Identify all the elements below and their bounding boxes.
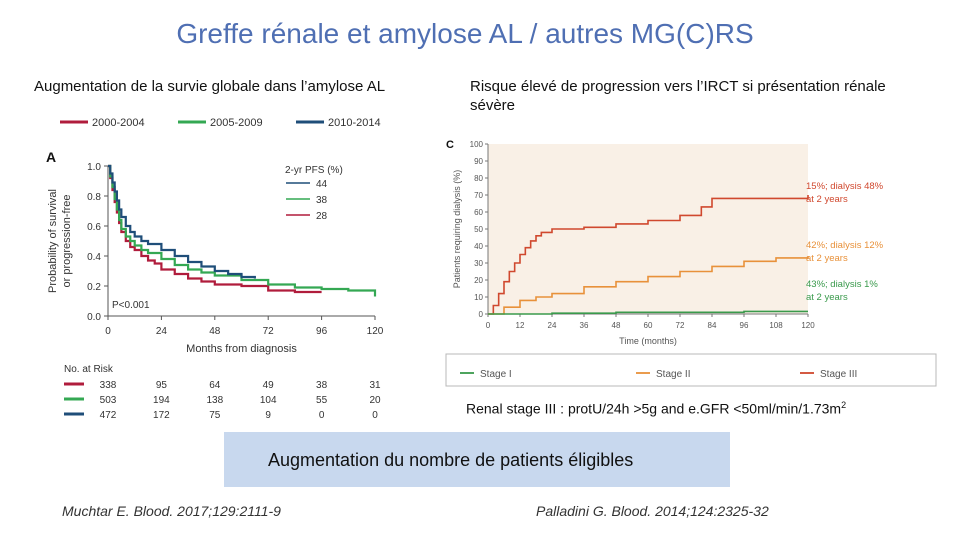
risk-value: 0: [372, 410, 378, 421]
dialysis-chart: C 0 10 20 30 40 50 60 70 80 90 100 0 12 24 36 48 60 72 84 96…: [445, 139, 937, 387]
dialysis-curve: [488, 310, 808, 315]
p-value: P<0.001: [112, 300, 150, 311]
risk-value: 138: [206, 395, 223, 406]
x-axis-label: Months from diagnosis: [186, 343, 297, 355]
risk-value: 75: [209, 410, 221, 421]
x-tick-label: 48: [209, 326, 221, 337]
right-subtitle: Risque élevé de progression vers l’IRCT …: [470, 78, 886, 114]
legend-label: Stage I: [480, 369, 512, 380]
pfs-value: 38: [316, 195, 328, 206]
risk-value: 49: [263, 380, 275, 391]
y-tick-label: 80: [474, 174, 483, 183]
highlight-box: Augmentation du nombre de patients éligi…: [224, 432, 730, 487]
y-tick-label: 0.4: [87, 252, 101, 263]
legend-label: 2005-2009: [210, 117, 263, 129]
x-tick-label: 48: [612, 321, 621, 330]
x-tick-label: 24: [548, 321, 557, 330]
risk-value: 472: [100, 410, 117, 421]
y-tick-label: 100: [470, 140, 484, 149]
y-axis-label: Patients requiring dialysis (%): [452, 170, 462, 289]
risk-value: 55: [316, 395, 328, 406]
risk-value: 31: [369, 380, 381, 391]
curve-annotation-line1: 42%; dialysis 12%: [806, 240, 884, 251]
y-axis-label-1: Probability of survival: [47, 189, 59, 293]
risk-table-header: No. at Risk: [64, 364, 114, 375]
pfs-value: 44: [316, 179, 328, 190]
x-tick-label: 72: [263, 326, 275, 337]
legend-label: 2010-2014: [328, 117, 381, 129]
renal-stage-note: Renal stage III : protU/24h >5g and e.GF…: [466, 400, 846, 417]
pfs-value: 28: [316, 211, 328, 222]
survival-curve: [108, 164, 256, 279]
y-tick-label: 30: [474, 259, 483, 268]
dialysis-curve: [488, 195, 809, 315]
legend-box: [445, 353, 937, 387]
risk-value: 338: [100, 380, 117, 391]
risk-value: 20: [369, 395, 381, 406]
risk-value: 194: [153, 395, 170, 406]
y-tick-label: 10: [474, 293, 483, 302]
x-tick-label: 96: [740, 321, 749, 330]
slide-title: Greffe rénale et amylose AL / autres MG(…: [176, 18, 754, 49]
dialysis-curve: [488, 256, 809, 315]
renal-note-exponent: 2: [841, 400, 847, 410]
y-tick-label: 90: [474, 157, 483, 166]
x-tick-label: 96: [316, 326, 328, 337]
y-tick-label: 50: [474, 225, 483, 234]
renal-note-main: Renal stage III : protU/24h >5g and e.GF…: [466, 400, 842, 417]
x-tick-label: 120: [367, 326, 384, 337]
risk-value: 95: [156, 380, 168, 391]
curve-annotation-line2: at 2 years: [806, 292, 848, 303]
survival-curve: [108, 164, 377, 297]
y-tick-label: 20: [474, 276, 483, 285]
risk-value: 64: [209, 380, 221, 391]
panel-label: C: [446, 139, 454, 151]
risk-value: 503: [100, 395, 117, 406]
y-tick-label: 0.8: [87, 192, 101, 203]
legend-label: Stage III: [820, 369, 857, 380]
x-tick-label: 72: [676, 321, 685, 330]
risk-value: 38: [316, 380, 328, 391]
risk-value: 9: [265, 410, 271, 421]
y-tick-label: 40: [474, 242, 483, 251]
y-tick-label: 60: [474, 208, 483, 217]
panel-label: A: [46, 149, 56, 165]
legend-label: 2000-2004: [92, 117, 145, 129]
citation-right: Palladini G. Blood. 2014;124:2325-32: [536, 503, 769, 519]
curve-annotation-line2: at 2 years: [806, 253, 848, 264]
curve-annotation-line1: 15%; dialysis 48%: [806, 181, 884, 192]
x-tick-label: 36: [580, 321, 589, 330]
x-tick-label: 24: [156, 326, 168, 337]
curve-annotation-line1: 43%; dialysis 1%: [806, 279, 878, 290]
pfs-header: 2-yr PFS (%): [285, 165, 343, 176]
x-tick-label: 12: [516, 321, 525, 330]
y-tick-label: 0: [479, 310, 484, 319]
x-tick-label: 0: [486, 321, 491, 330]
highlight-text: Augmentation du nombre de patients éligi…: [268, 450, 634, 470]
risk-value: 104: [260, 395, 277, 406]
left-subtitle: Augmentation de la survie globale dans l…: [34, 78, 386, 95]
survival-chart: 2000-2004 2005-2009 2010-2014 A 0.0 0.2 0.4 0.6…: [46, 117, 384, 421]
y-tick-label: 70: [474, 191, 483, 200]
x-tick-label: 84: [708, 321, 717, 330]
x-tick-label: 108: [769, 321, 783, 330]
risk-value: 172: [153, 410, 170, 421]
citation-left: Muchtar E. Blood. 2017;129:2111-9: [62, 503, 281, 519]
y-axis-label-2: or progression-free: [61, 195, 73, 288]
x-tick-label: 60: [644, 321, 653, 330]
y-tick-label: 1.0: [87, 162, 101, 173]
x-tick-label: 120: [801, 321, 815, 330]
y-tick-label: 0.2: [87, 282, 101, 293]
y-tick-label: 0.6: [87, 222, 101, 233]
x-tick-label: 0: [105, 326, 111, 337]
curve-annotation-line2: at 2 years: [806, 194, 848, 205]
y-tick-label: 0.0: [87, 312, 101, 323]
risk-value: 0: [319, 410, 325, 421]
legend-label: Stage II: [656, 369, 690, 380]
plot-background: [488, 144, 808, 314]
x-axis-label: Time (months): [619, 336, 677, 346]
